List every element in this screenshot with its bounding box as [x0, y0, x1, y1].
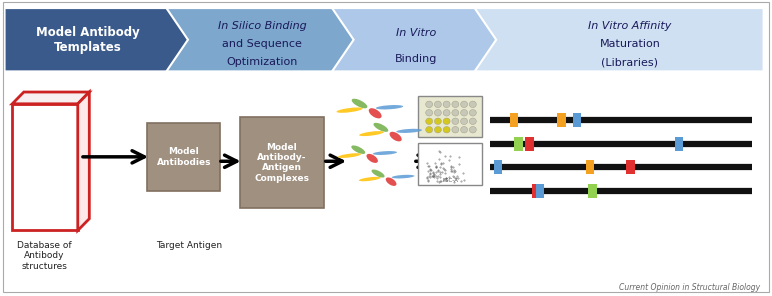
- Text: FSC-A: FSC-A: [442, 178, 458, 183]
- Ellipse shape: [452, 110, 459, 116]
- Text: Optimization: Optimization: [226, 57, 298, 67]
- Ellipse shape: [373, 151, 397, 155]
- Text: Database of
Antibody
structures: Database of Antibody structures: [17, 241, 72, 271]
- Ellipse shape: [390, 132, 401, 141]
- Ellipse shape: [469, 101, 476, 107]
- Polygon shape: [475, 8, 764, 71]
- Polygon shape: [12, 92, 90, 104]
- Ellipse shape: [435, 118, 442, 125]
- Bar: [675, 136, 683, 151]
- Ellipse shape: [452, 101, 459, 107]
- Ellipse shape: [374, 123, 388, 132]
- Ellipse shape: [359, 177, 381, 181]
- Ellipse shape: [359, 131, 384, 136]
- Text: In Vitro: In Vitro: [396, 28, 436, 38]
- Bar: [536, 184, 544, 198]
- Bar: [588, 184, 597, 198]
- Bar: [573, 113, 581, 127]
- Text: In Silico Binding: In Silico Binding: [218, 21, 306, 31]
- Bar: [532, 184, 540, 198]
- Text: Target Antigen: Target Antigen: [157, 241, 222, 250]
- Text: Model
Antibodies: Model Antibodies: [157, 147, 211, 167]
- Ellipse shape: [435, 101, 442, 107]
- Bar: [510, 113, 518, 127]
- Bar: [514, 136, 523, 151]
- Bar: [626, 160, 635, 174]
- Ellipse shape: [435, 126, 442, 133]
- Ellipse shape: [371, 170, 384, 178]
- Bar: [557, 113, 566, 127]
- Ellipse shape: [376, 105, 403, 110]
- Ellipse shape: [461, 126, 468, 133]
- Text: (Libraries): (Libraries): [601, 57, 659, 67]
- Ellipse shape: [369, 108, 381, 118]
- Ellipse shape: [367, 154, 378, 163]
- Ellipse shape: [469, 126, 476, 133]
- Ellipse shape: [469, 110, 476, 116]
- Text: Maturation: Maturation: [600, 39, 660, 49]
- Ellipse shape: [461, 118, 468, 125]
- FancyBboxPatch shape: [418, 96, 482, 137]
- Polygon shape: [12, 104, 78, 231]
- Polygon shape: [167, 8, 357, 71]
- Ellipse shape: [461, 110, 468, 116]
- Ellipse shape: [443, 126, 450, 133]
- Ellipse shape: [425, 101, 432, 107]
- Text: In Vitro Affinity: In Vitro Affinity: [588, 21, 672, 31]
- Ellipse shape: [425, 118, 432, 125]
- Ellipse shape: [452, 118, 459, 125]
- Ellipse shape: [352, 99, 367, 108]
- Ellipse shape: [452, 126, 459, 133]
- Polygon shape: [78, 92, 90, 231]
- Ellipse shape: [386, 177, 397, 186]
- Text: Binding: Binding: [394, 54, 437, 64]
- Text: Model
Antibody-
Antigen
Complexes: Model Antibody- Antigen Complexes: [255, 143, 310, 183]
- Text: Model Antibody
Templates: Model Antibody Templates: [36, 26, 139, 54]
- Ellipse shape: [351, 145, 365, 154]
- Text: and Sequence: and Sequence: [222, 39, 302, 49]
- Ellipse shape: [396, 129, 422, 133]
- Ellipse shape: [337, 107, 363, 113]
- Polygon shape: [332, 8, 500, 71]
- Polygon shape: [5, 8, 191, 71]
- Text: Current Opinion in Structural Biology: Current Opinion in Structural Biology: [618, 283, 760, 292]
- Bar: [586, 160, 594, 174]
- Ellipse shape: [338, 153, 361, 158]
- Ellipse shape: [461, 101, 468, 107]
- Ellipse shape: [469, 118, 476, 125]
- FancyBboxPatch shape: [147, 123, 220, 191]
- Ellipse shape: [443, 110, 450, 116]
- Ellipse shape: [425, 110, 432, 116]
- Ellipse shape: [443, 101, 450, 107]
- FancyBboxPatch shape: [418, 143, 482, 185]
- FancyBboxPatch shape: [239, 117, 324, 208]
- Ellipse shape: [435, 110, 442, 116]
- Ellipse shape: [443, 118, 450, 125]
- Bar: [525, 136, 533, 151]
- Ellipse shape: [391, 175, 415, 178]
- Bar: [493, 160, 502, 174]
- Ellipse shape: [425, 126, 432, 133]
